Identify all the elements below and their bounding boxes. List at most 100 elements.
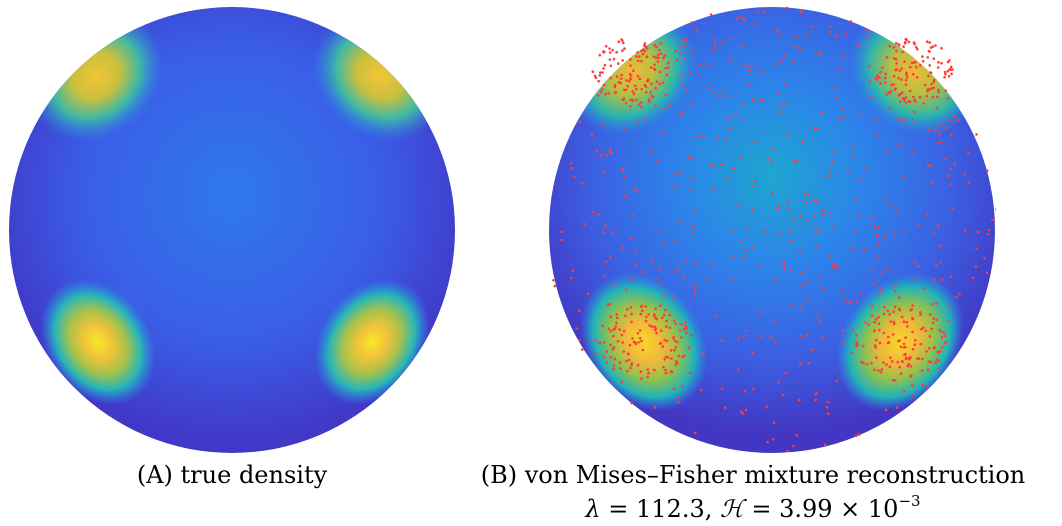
sample-point bbox=[781, 59, 784, 63]
sample-point bbox=[889, 320, 893, 323]
sample-point bbox=[948, 119, 952, 122]
sample-point bbox=[874, 346, 877, 349]
sample-point bbox=[858, 179, 862, 182]
sample-point bbox=[902, 175, 906, 179]
sample-point bbox=[657, 56, 660, 60]
sample-point bbox=[882, 331, 886, 335]
sample-point bbox=[828, 254, 832, 257]
sample-point bbox=[871, 269, 874, 273]
sample-point bbox=[786, 132, 790, 136]
sample-point bbox=[897, 94, 901, 97]
sample-point bbox=[942, 331, 945, 334]
sample-point bbox=[654, 104, 657, 108]
sample-point bbox=[648, 324, 651, 327]
sample-point bbox=[744, 248, 747, 252]
sample-point bbox=[822, 213, 825, 217]
sample-point bbox=[715, 315, 718, 318]
sample-point bbox=[672, 336, 676, 339]
sample-point bbox=[865, 29, 869, 32]
sample-point bbox=[873, 224, 876, 227]
sample-point bbox=[782, 261, 785, 264]
sample-point bbox=[907, 40, 911, 44]
sample-point bbox=[665, 339, 669, 343]
sample-point bbox=[747, 83, 751, 87]
sample-point bbox=[639, 312, 643, 316]
sample-point bbox=[975, 133, 978, 136]
sample-point bbox=[898, 296, 901, 299]
sample-point bbox=[683, 354, 686, 358]
sample-point bbox=[778, 103, 782, 107]
sample-point bbox=[670, 357, 673, 360]
sample-point bbox=[653, 406, 657, 409]
sample-point bbox=[873, 321, 876, 324]
sample-point bbox=[609, 76, 612, 80]
lambda-symbol: λ bbox=[585, 495, 601, 523]
sample-point bbox=[753, 179, 757, 182]
sample-point bbox=[878, 328, 881, 332]
sample-point bbox=[636, 363, 640, 367]
sample-point bbox=[882, 361, 885, 364]
sample-point bbox=[921, 55, 924, 58]
sample-point bbox=[608, 47, 611, 50]
sample-point bbox=[907, 99, 911, 103]
sample-point bbox=[931, 45, 935, 48]
sample-point bbox=[723, 406, 727, 410]
sample-point bbox=[602, 169, 606, 173]
vmf-reconstruction-plot bbox=[548, 6, 998, 454]
sample-point bbox=[766, 157, 770, 161]
sample-point bbox=[612, 334, 615, 338]
sample-point bbox=[744, 227, 748, 230]
sample-point bbox=[609, 315, 613, 319]
sample-point bbox=[598, 53, 602, 57]
sample-point bbox=[664, 368, 667, 372]
sample-point bbox=[874, 338, 878, 342]
sample-point bbox=[829, 31, 832, 34]
sample-point bbox=[785, 102, 788, 105]
sample-point bbox=[937, 61, 940, 64]
sample-point bbox=[885, 93, 888, 96]
sample-point bbox=[662, 56, 665, 60]
sample-point bbox=[835, 34, 839, 38]
sample-point bbox=[864, 321, 867, 324]
sample-point bbox=[940, 140, 943, 144]
sample-point bbox=[944, 72, 947, 76]
sample-point bbox=[638, 77, 642, 81]
sample-point bbox=[682, 45, 685, 48]
sample-point bbox=[630, 362, 633, 365]
sample-point bbox=[848, 301, 852, 304]
sample-point bbox=[875, 78, 879, 82]
sample-point bbox=[801, 140, 804, 143]
true-density-plot bbox=[8, 6, 456, 454]
sample-point bbox=[902, 45, 905, 48]
sample-point bbox=[637, 103, 641, 106]
sample-point bbox=[685, 331, 688, 335]
sample-point bbox=[630, 277, 633, 281]
sample-point bbox=[751, 98, 754, 101]
sample-point bbox=[665, 319, 668, 323]
sample-point bbox=[885, 268, 888, 271]
sample-point bbox=[890, 203, 893, 207]
sample-point bbox=[599, 71, 602, 74]
sample-point bbox=[913, 42, 916, 46]
sample-point bbox=[899, 92, 902, 96]
sample-point bbox=[950, 72, 953, 76]
h-exponent: −3 bbox=[898, 492, 921, 510]
sample-point bbox=[599, 90, 602, 94]
sample-point bbox=[709, 13, 713, 16]
sample-point bbox=[881, 271, 884, 274]
sample-point bbox=[623, 88, 626, 92]
sample-point bbox=[602, 50, 605, 53]
sample-point bbox=[655, 317, 659, 321]
sample-point bbox=[590, 133, 594, 136]
sample-point bbox=[720, 339, 724, 343]
sample-point bbox=[772, 421, 776, 425]
sample-point bbox=[905, 73, 908, 77]
sample-point bbox=[699, 388, 703, 392]
sample-point bbox=[816, 127, 819, 130]
sample-point bbox=[658, 48, 661, 52]
sample-point bbox=[631, 90, 634, 93]
sample-point bbox=[886, 309, 890, 313]
sample-point bbox=[849, 20, 853, 23]
sample-point bbox=[940, 47, 943, 50]
sample-point bbox=[914, 61, 917, 64]
